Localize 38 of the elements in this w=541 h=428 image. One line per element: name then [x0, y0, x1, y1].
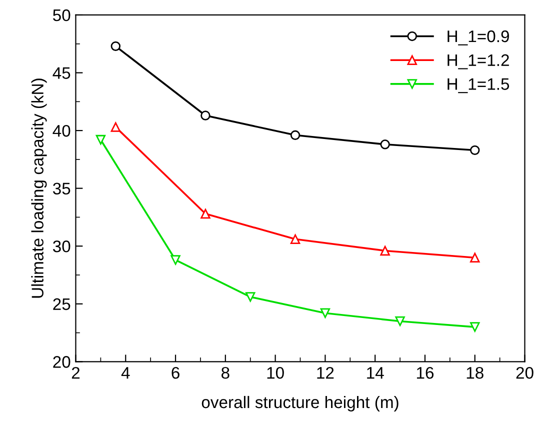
- y-axis-title: Ultimate loading capacity (kN): [31, 78, 47, 298]
- point: [380, 246, 390, 256]
- x-axis-title: overall structure height (m): [202, 396, 398, 412]
- point: [96, 134, 106, 145]
- point: [380, 140, 390, 150]
- legend-label: H_1=1.5: [448, 78, 510, 94]
- point: [290, 130, 300, 140]
- point: [470, 252, 480, 263]
- x-tick-label: 8: [222, 366, 230, 379]
- x-tick-label: 2: [72, 366, 80, 379]
- y-tick-label: 25: [53, 298, 70, 310]
- point: [290, 234, 300, 244]
- point: [110, 41, 121, 52]
- legend-label: H_1=0.9: [448, 30, 509, 46]
- point: [320, 308, 330, 318]
- y-tick-label: 30: [52, 240, 70, 252]
- y-tick-label: 50: [53, 9, 70, 22]
- x-tick-label: 12: [317, 366, 334, 379]
- point: [200, 110, 210, 120]
- y-tick-label: 35: [52, 182, 70, 195]
- y-tick-label: 20: [53, 356, 70, 368]
- x-tick-label: 16: [416, 366, 434, 379]
- point: [110, 122, 121, 132]
- x-tick-label: 4: [121, 367, 130, 379]
- x-tick-label: 20: [516, 366, 534, 379]
- x-tick-label: 10: [267, 366, 284, 379]
- point: [470, 145, 480, 156]
- point: [170, 255, 180, 265]
- point: [246, 292, 256, 302]
- x-tick-label: 14: [367, 367, 384, 379]
- point: [395, 316, 405, 326]
- y-tick-label: 45: [52, 67, 70, 79]
- x-tick-label: 6: [172, 366, 180, 379]
- point: [470, 322, 480, 332]
- point: [200, 208, 210, 219]
- x-tick-label: 18: [466, 366, 484, 379]
- y-tick-label: 40: [52, 124, 70, 137]
- legend-label: H_1=1.2: [448, 54, 509, 70]
